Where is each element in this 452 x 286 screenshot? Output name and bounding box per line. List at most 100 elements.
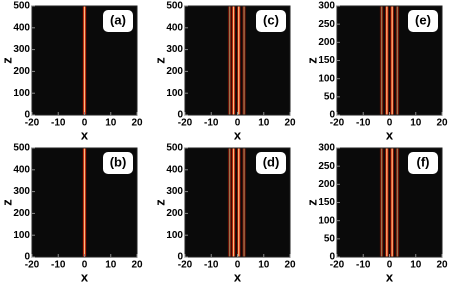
beam	[389, 6, 395, 115]
y-tick-label: 200	[13, 66, 30, 77]
y-tick-label: 500	[166, 1, 183, 12]
y-tick-label: 100	[318, 73, 335, 84]
y-tick-label: 300	[166, 44, 183, 55]
beam	[395, 6, 400, 115]
x-tick-label: 20	[436, 260, 448, 271]
y-tick-label: 0	[177, 110, 183, 121]
y-tick-label: 300	[13, 44, 30, 55]
y-tick-label: 200	[166, 208, 183, 219]
x-axis-label: x	[81, 269, 89, 284]
x-tick-label: 10	[410, 118, 422, 129]
panel-label: (b)	[110, 154, 127, 169]
x-tick-label: -10	[356, 118, 371, 129]
y-tick-label: 0	[24, 252, 30, 263]
beam	[379, 148, 384, 257]
beam	[241, 6, 247, 115]
x-tick-label: 20	[436, 118, 448, 129]
panel-label: (e)	[415, 12, 431, 27]
x-tick-label: 0	[235, 260, 241, 271]
panel-label: (c)	[263, 12, 279, 27]
y-axis-label: z	[304, 57, 319, 64]
x-tick-label: -20	[330, 260, 345, 271]
y-tick-label: 300	[318, 1, 335, 12]
x-tick-label: -10	[356, 260, 371, 271]
y-tick-label: 100	[13, 88, 30, 99]
y-tick-label: 150	[318, 197, 335, 208]
beam	[227, 6, 232, 115]
x-tick-label: 10	[105, 260, 117, 271]
y-axis-label: z	[0, 57, 14, 64]
y-tick-label: 300	[166, 186, 183, 197]
y-tick-label: 200	[318, 37, 335, 48]
y-tick-label: 500	[166, 143, 183, 154]
panel-label: (f)	[417, 154, 430, 169]
y-tick-label: 100	[13, 230, 30, 241]
y-tick-label: 500	[13, 143, 30, 154]
beam	[379, 6, 384, 115]
beam	[384, 148, 390, 257]
beam	[82, 6, 87, 115]
panel-label-box	[103, 10, 133, 32]
x-tick-label: 10	[258, 260, 270, 271]
y-axis-label: z	[0, 199, 14, 206]
y-tick-label: 150	[318, 55, 335, 66]
y-tick-label: 300	[318, 143, 335, 154]
x-tick-label: 20	[131, 260, 143, 271]
y-tick-label: 200	[318, 179, 335, 190]
x-tick-label: -20	[25, 260, 40, 271]
beam	[82, 148, 87, 257]
x-tick-label: 10	[410, 260, 422, 271]
y-tick-label: 250	[318, 19, 335, 30]
x-axis-label: x	[386, 269, 394, 284]
x-tick-label: 0	[235, 118, 241, 129]
y-tick-label: 100	[166, 88, 183, 99]
beam	[231, 6, 236, 115]
y-tick-label: 400	[166, 164, 183, 175]
panel-label: (a)	[110, 12, 126, 27]
y-axis-label: z	[152, 199, 167, 206]
panel-label-box	[408, 152, 438, 174]
y-tick-label: 400	[13, 22, 30, 33]
panel-label-box	[103, 152, 133, 174]
beam	[231, 148, 236, 257]
x-tick-label: 0	[82, 118, 88, 129]
beam	[389, 148, 395, 257]
y-tick-label: 400	[13, 164, 30, 175]
x-tick-label: -20	[178, 118, 193, 129]
y-tick-label: 50	[324, 91, 336, 102]
x-axis-label: x	[234, 127, 242, 142]
y-tick-label: 250	[318, 161, 335, 172]
x-tick-label: -20	[25, 118, 40, 129]
y-tick-label: 100	[318, 215, 335, 226]
x-tick-label: 10	[258, 118, 270, 129]
beam	[395, 148, 400, 257]
x-tick-label: 0	[387, 118, 393, 129]
panel-label-box	[256, 152, 286, 174]
x-tick-label: -20	[178, 260, 193, 271]
panel-label: (d)	[263, 154, 280, 169]
beam	[241, 148, 247, 257]
x-tick-label: 20	[284, 118, 296, 129]
y-axis-label: z	[304, 199, 319, 206]
y-tick-label: 200	[166, 66, 183, 77]
x-tick-label: 0	[82, 260, 88, 271]
beam	[227, 148, 232, 257]
x-tick-label: -10	[51, 118, 66, 129]
y-tick-label: 500	[13, 1, 30, 12]
x-axis-label: x	[234, 269, 242, 284]
x-axis-label: x	[81, 127, 89, 142]
panel-label-box	[408, 10, 438, 32]
x-tick-label: 20	[131, 118, 143, 129]
x-tick-label: 10	[105, 118, 117, 129]
beam	[236, 6, 242, 115]
x-tick-label: -20	[330, 118, 345, 129]
y-tick-label: 200	[13, 208, 30, 219]
panel-label-box	[256, 10, 286, 32]
y-tick-label: 0	[24, 110, 30, 121]
x-tick-label: 0	[387, 260, 393, 271]
y-tick-label: 0	[177, 252, 183, 263]
x-tick-label: -10	[204, 260, 219, 271]
y-tick-label: 0	[329, 110, 335, 121]
x-tick-label: 20	[284, 260, 296, 271]
